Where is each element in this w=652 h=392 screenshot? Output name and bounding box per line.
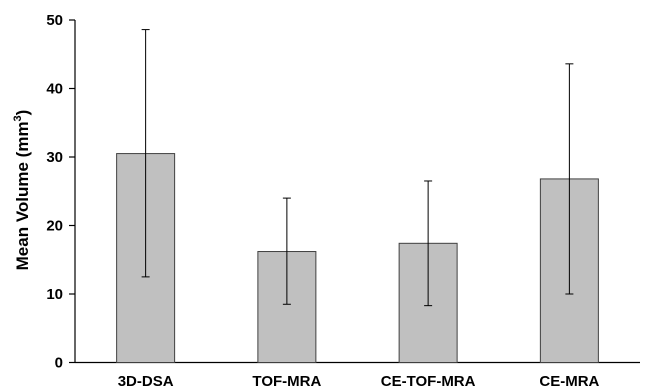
y-axis-title-main: Mean Volume (mm [13,121,32,270]
y-tick-label: 0 [55,355,63,372]
y-axis-title-superscript: 3 [12,115,24,121]
y-axis-title: Mean Volume (mm3) [12,110,32,271]
y-axis-title-close: ) [13,110,32,116]
y-tick-label: 30 [46,149,63,166]
y-tick-group: 0 10 20 30 40 50 [46,12,75,372]
y-tick-label: 10 [46,286,63,303]
category-label: 3D-DSA [118,373,174,390]
category-label: CE-TOF-MRA [381,373,476,390]
y-tick-label: 20 [46,218,63,235]
category-label: TOF-MRA [252,373,321,390]
error-bar-group [141,29,574,307]
y-tick-label: 50 [46,12,63,29]
category-label-group: 3D-DSA TOF-MRA CE-TOF-MRA CE-MRA [118,373,600,390]
category-label: CE-MRA [539,373,599,390]
y-tick-label: 40 [46,81,63,98]
bar-group [116,153,599,363]
